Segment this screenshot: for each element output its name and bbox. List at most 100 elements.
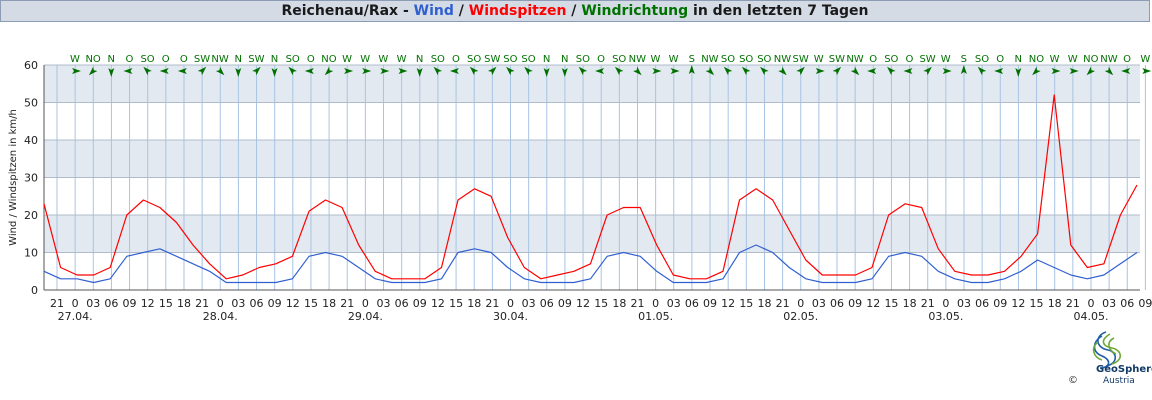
direction-arrow-icon	[159, 68, 169, 74]
x-tick-label: 15	[159, 297, 173, 310]
date-label: 27.04.	[58, 310, 93, 323]
x-tick-label: 15	[594, 297, 608, 310]
direction-arrow-icon	[741, 66, 751, 76]
direction-arrow-head	[705, 66, 715, 76]
direction-label: SO	[503, 54, 517, 65]
direction-label: SW	[248, 54, 264, 65]
direction-label: O	[307, 54, 315, 65]
direction-arrow-icon	[1142, 68, 1152, 74]
direction-arrow-icon	[561, 68, 568, 77]
direction-label: N	[235, 54, 242, 65]
x-tick-label: 15	[449, 297, 463, 310]
direction-label: SO	[721, 54, 735, 65]
x-tick-label: 15	[739, 297, 753, 310]
direction-arrow-icon	[1051, 68, 1061, 74]
direction-arrow-head	[815, 68, 825, 74]
direction-arrow-head	[741, 66, 751, 76]
direction-label: SW	[792, 54, 808, 65]
direction-label: W	[378, 54, 388, 65]
direction-arrow-icon	[143, 66, 152, 76]
direction-label: SW	[194, 54, 210, 65]
direction-label: NW	[1100, 54, 1117, 65]
direction-label: SO	[884, 54, 898, 65]
direction-arrow-head	[1086, 66, 1096, 76]
direction-label: NW	[211, 54, 228, 65]
direction-arrow-head	[760, 66, 769, 76]
x-tick-label: 18	[612, 297, 626, 310]
direction-arrow-head	[416, 68, 423, 77]
direction-arrow-icon	[994, 68, 1004, 74]
direction-arrow-head	[304, 68, 314, 74]
copyright-symbol: ©	[1068, 375, 1078, 386]
direction-label: NW	[629, 54, 646, 65]
x-tick-label: 03	[522, 297, 536, 310]
direction-arrow-head	[1032, 66, 1041, 76]
direction-arrow-head	[88, 66, 98, 76]
x-tick-label: 06	[250, 297, 264, 310]
x-tick-label: 15	[1030, 297, 1044, 310]
direction-arrow-icon	[903, 68, 913, 74]
direction-arrow-head	[561, 68, 568, 77]
direction-arrow-head	[159, 68, 169, 74]
x-tick-label: 12	[866, 297, 880, 310]
direction-label: W	[70, 54, 80, 65]
x-tick-label: 0	[72, 297, 79, 310]
direction-arrow-icon	[304, 68, 314, 74]
direction-arrow-icon	[867, 68, 877, 74]
direction-label: NO	[1029, 54, 1044, 65]
direction-arrow-head	[923, 66, 932, 76]
direction-arrow-head	[252, 66, 261, 76]
y-band	[44, 215, 1140, 253]
direction-label: SO	[467, 54, 481, 65]
direction-arrow-icon	[416, 68, 423, 77]
x-tick-label: 06	[830, 297, 844, 310]
direction-label: S	[961, 54, 967, 65]
direction-label: NW	[774, 54, 791, 65]
direction-arrow-icon	[543, 68, 550, 77]
direction-arrow-icon	[524, 66, 533, 76]
direction-arrow-head	[215, 66, 225, 76]
direction-arrow-icon	[832, 66, 842, 76]
direction-arrow-head	[506, 66, 515, 76]
direction-arrow-icon	[433, 66, 443, 76]
date-label: 30.04.	[493, 310, 528, 323]
direction-label: SO	[431, 54, 445, 65]
x-tick-label: 09	[558, 297, 572, 310]
x-tick-label: 18	[177, 297, 191, 310]
x-tick-label: 18	[1048, 297, 1062, 310]
x-tick-label: 03	[377, 297, 391, 310]
direction-arrow-icon	[123, 68, 133, 74]
direction-arrow-head	[1121, 68, 1131, 74]
x-tick-label: 03	[86, 297, 100, 310]
x-tick-label: 03	[667, 297, 681, 310]
x-tick-label: 18	[322, 297, 336, 310]
chart-title: Reichenau/Rax - Wind / Windspitzen / Win…	[0, 0, 1150, 22]
x-tick-label: 09	[1138, 297, 1152, 310]
y-tick-label: 50	[24, 97, 38, 110]
direction-arrow-head	[123, 68, 133, 74]
x-tick-label: 0	[1087, 297, 1094, 310]
x-tick-label: 12	[431, 297, 445, 310]
x-tick-label: 21	[195, 297, 209, 310]
x-tick-label: 0	[942, 297, 949, 310]
direction-label: SO	[286, 54, 300, 65]
x-tick-label: 06	[685, 297, 699, 310]
x-tick-label: 18	[903, 297, 917, 310]
x-tick-label: 0	[217, 297, 224, 310]
direction-arrow-icon	[760, 66, 769, 76]
x-tick-label: 15	[884, 297, 898, 310]
direction-arrow-icon	[887, 66, 896, 76]
direction-arrow-head	[903, 68, 913, 74]
direction-arrow-head	[543, 68, 550, 77]
direction-label: SO	[140, 54, 154, 65]
x-tick-label: 06	[395, 297, 409, 310]
logo-name: GeoSphere	[1096, 364, 1152, 375]
direction-label: SW	[484, 54, 500, 65]
direction-label: W	[397, 54, 407, 65]
direction-label: O	[162, 54, 170, 65]
date-label: 29.04.	[348, 310, 383, 323]
direction-arrow-head	[324, 66, 334, 76]
direction-label: NO	[1083, 54, 1098, 65]
direction-arrow-head	[942, 68, 952, 74]
direction-label: O	[906, 54, 914, 65]
